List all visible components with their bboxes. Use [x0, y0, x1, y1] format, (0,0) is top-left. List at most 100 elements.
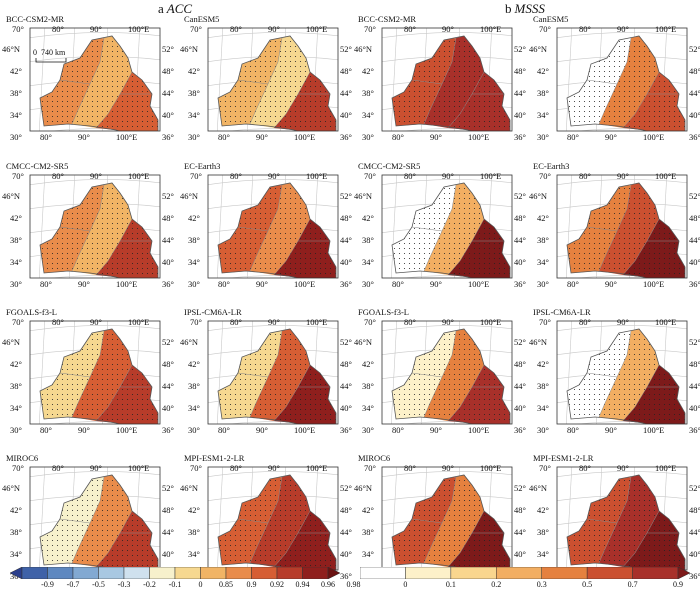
significance-stippling — [40, 329, 158, 424]
colorbar-tick-label: -0.2 — [143, 580, 156, 589]
longitude-label-top: 80° — [579, 24, 591, 34]
latitude-label-left: 34° — [188, 110, 200, 120]
model-label: CMCC-CM2-SR5 — [358, 161, 421, 171]
colorbar-tick-label: 0.9 — [246, 580, 257, 589]
acc-map-canesm5: CanESM5 70° 80° 90° 100°E 46°N 42° 38° 34° 30° 52°… — [178, 14, 352, 142]
latitude-label-left: 30° — [188, 425, 200, 435]
significance-stippling — [40, 475, 158, 570]
latitude-label-right: 48° — [689, 213, 700, 223]
latitude-label-right: 52° — [340, 337, 352, 347]
latitude-label-left: 30° — [537, 132, 549, 142]
inner-boundary — [411, 184, 504, 276]
longitude-label-top: 90° — [442, 24, 454, 34]
longitude-label-bottom: 90° — [256, 425, 268, 435]
longitude-label-top: 80° — [404, 171, 416, 181]
inner-boundary — [586, 330, 679, 422]
longitude-label-top: 100°E — [306, 171, 328, 181]
latitude-label-left: 34° — [362, 257, 374, 267]
longitude-label-top: 80° — [230, 463, 242, 473]
map-canvas — [29, 466, 161, 571]
latitude-line — [30, 471, 160, 478]
latitude-label-right: 44° — [162, 527, 174, 537]
latitude-label-right: 40° — [689, 403, 700, 413]
longitude-label-top: 90° — [268, 317, 280, 327]
map-frame — [556, 174, 688, 279]
significance-stippling — [567, 36, 685, 131]
latitude-label-right: 40° — [340, 110, 352, 120]
map-canvas — [29, 174, 161, 279]
longitude-label-top: 70° — [190, 24, 202, 34]
latitude-label-right: 48° — [340, 359, 352, 369]
longitude-label-top: 100°E — [306, 317, 328, 327]
longitude-label-top: 100°E — [128, 317, 150, 327]
latitude-label-left: 38° — [188, 235, 200, 245]
latitude-label-right: 44° — [514, 527, 526, 537]
longitude-label-top: 80° — [579, 171, 591, 181]
latitude-label-right: 36° — [514, 425, 526, 435]
latitude-label-right: 44° — [162, 88, 174, 98]
latitude-label-right: 36° — [162, 425, 174, 435]
longitude-label-top: 90° — [90, 463, 102, 473]
longitude-label-top: 70° — [364, 24, 376, 34]
latitude-label-left: 42° — [537, 359, 549, 369]
latitude-label-right: 36° — [689, 571, 700, 581]
map-canvas — [207, 320, 339, 425]
significance-stippling — [40, 183, 158, 278]
latitude-label-right: 52° — [514, 337, 526, 347]
longitude-label-top: 100°E — [306, 463, 328, 473]
latitude-line — [30, 179, 160, 186]
latitude-label-right: 40° — [689, 257, 700, 267]
latitude-label-left: 46°N — [2, 191, 21, 201]
latitude-label-left: 38° — [362, 381, 374, 391]
region-outline — [566, 182, 686, 278]
latitude-label-left: 46°N — [180, 191, 199, 201]
longitude-label-bottom: 100°E — [468, 279, 490, 289]
latitude-label-left: 30° — [362, 132, 374, 142]
longitude-label-bottom: 100°E — [294, 279, 316, 289]
latitude-label-left: 38° — [188, 381, 200, 391]
latitude-line — [382, 325, 512, 332]
latitude-label-left: 34° — [188, 257, 200, 267]
msss-map-miroc6: MIROC670°80°90°100°E46°N42°38°34°30°52°4… — [352, 453, 526, 581]
latitude-label-right: 36° — [514, 279, 526, 289]
longitude-label-top: 100°E — [128, 171, 150, 181]
latitude-label-left: 42° — [10, 66, 22, 76]
model-label: FGOALS-f3-L — [358, 307, 409, 317]
msss-map-fgoals-f3-l: FGOALS-f3-L 70° 80° 90° 100°E 46°N 42° 38° 34° 30… — [352, 307, 526, 435]
latitude-label-right: 52° — [340, 191, 352, 201]
latitude-label-right: 40° — [689, 110, 700, 120]
colorbar-swatch — [327, 567, 340, 579]
longitude-line — [390, 467, 398, 570]
latitude-label-left: 42° — [362, 66, 374, 76]
panel-title-acc: ACC — [166, 1, 193, 16]
longitude-line — [390, 321, 398, 424]
latitude-label-left: 38° — [537, 88, 549, 98]
longitude-label-bottom: 100°E — [468, 132, 490, 142]
region-outline — [217, 35, 337, 131]
longitude-label-bottom: 90° — [605, 425, 617, 435]
latitude-label-right: 48° — [340, 505, 352, 515]
msss-map-ec-earth3: EC-Earth3 70° 80° 90° 100°E 46°N 42° 38° 34° 30° 5… — [527, 161, 700, 289]
latitude-label-right: 44° — [514, 88, 526, 98]
latitude-line — [208, 179, 338, 186]
map-frame — [207, 320, 339, 425]
model-label: BCC-CSM2-MR — [6, 14, 65, 24]
latitude-label-right: 48° — [689, 505, 700, 515]
latitude-label-right: 40° — [514, 110, 526, 120]
latitude-label-left: 42° — [362, 505, 374, 515]
latitude-label-left: 38° — [362, 235, 374, 245]
inner-boundary — [237, 37, 330, 129]
map-frame — [381, 320, 513, 425]
latitude-label-left: 42° — [537, 505, 549, 515]
longitude-label-top: 90° — [90, 317, 102, 327]
significance-stippling — [567, 475, 685, 570]
longitude-label-bottom: 90° — [78, 132, 90, 142]
longitude-label-bottom: 90° — [256, 132, 268, 142]
longitude-label-bottom: 80° — [392, 425, 404, 435]
longitude-label-top: 70° — [539, 463, 551, 473]
longitude-label-bottom: 90° — [430, 425, 442, 435]
latitude-label-right: 48° — [162, 66, 174, 76]
latitude-label-left: 38° — [10, 235, 22, 245]
longitude-label-top: 80° — [52, 317, 64, 327]
longitude-label-bottom: 80° — [218, 279, 230, 289]
